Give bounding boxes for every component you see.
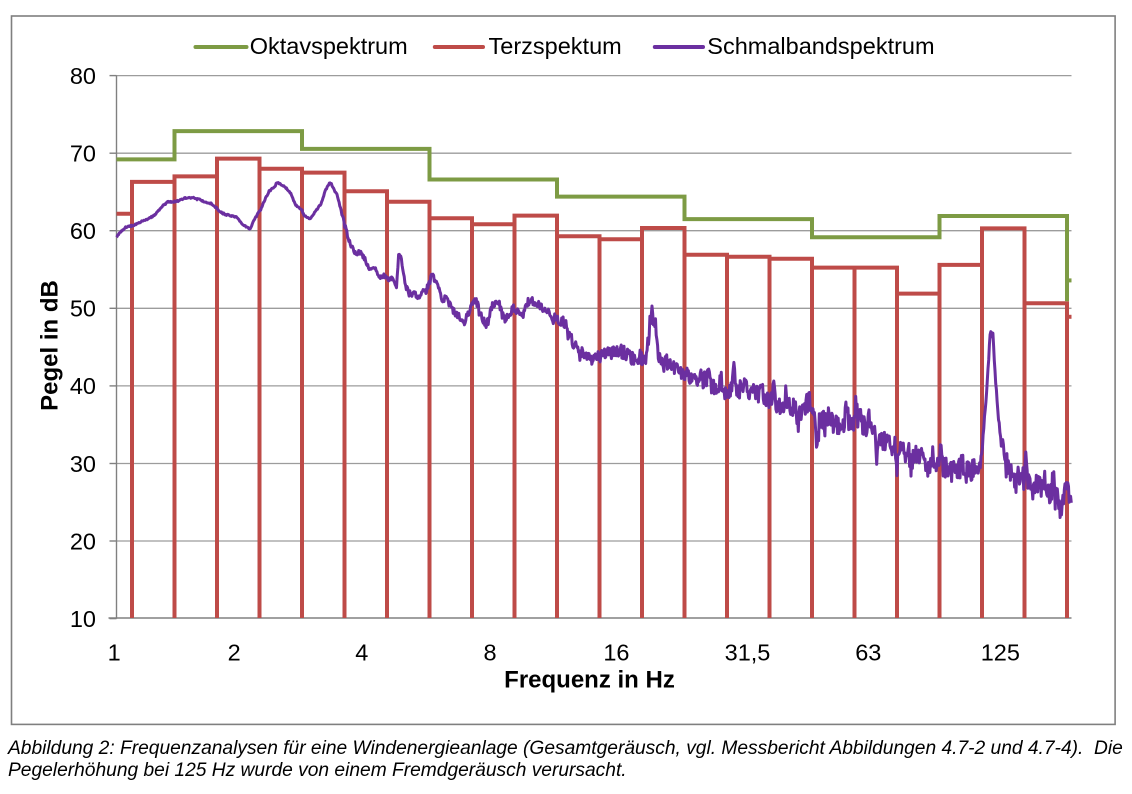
svg-text:60: 60 [70,218,96,244]
svg-text:63: 63 [855,639,881,665]
svg-text:16: 16 [603,639,629,665]
svg-text:8: 8 [483,639,496,665]
svg-text:50: 50 [70,296,96,322]
svg-text:40: 40 [70,373,96,399]
svg-text:Pegel in dB: Pegel in dB [37,280,64,411]
svg-text:125: 125 [981,639,1020,665]
svg-text:Schmalbandspektrum: Schmalbandspektrum [707,33,934,59]
svg-text:10: 10 [70,606,96,632]
svg-text:4: 4 [355,639,368,665]
svg-text:30: 30 [70,451,96,477]
svg-text:80: 80 [70,63,96,89]
svg-text:70: 70 [70,141,96,167]
svg-text:Terzspektum: Terzspektum [489,33,622,59]
svg-text:Oktavspektrum: Oktavspektrum [250,33,408,59]
svg-text:1: 1 [108,639,121,665]
svg-text:Frequenz in Hz: Frequenz in Hz [504,666,675,693]
svg-text:20: 20 [70,528,96,554]
svg-text:31,5: 31,5 [725,639,771,665]
svg-text:2: 2 [228,639,241,665]
